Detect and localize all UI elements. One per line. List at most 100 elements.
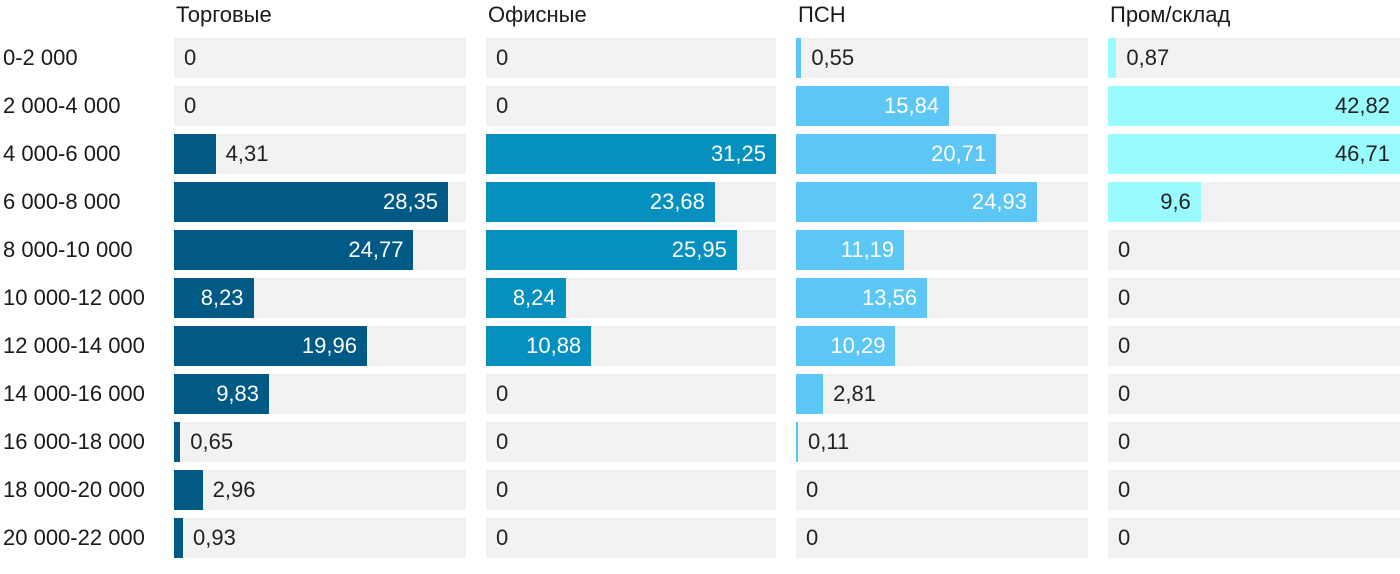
bar	[486, 326, 592, 366]
bar-track: 2,81	[796, 374, 1088, 414]
data-label: 0	[496, 45, 509, 70]
data-label: 0,65	[190, 429, 234, 454]
bar-track: 0	[486, 38, 776, 78]
data-label: 2,96	[212, 477, 256, 502]
row-label: 2 000-4 000	[3, 93, 121, 118]
data-label: 24,77	[348, 237, 404, 262]
bar-track: 0,93	[174, 518, 466, 558]
bar-track: 0,65	[174, 422, 466, 462]
bar-track: 0	[174, 86, 466, 126]
bar-track: 0	[486, 470, 776, 510]
bar-track: 9,6	[1108, 182, 1400, 222]
panel-title: Пром/склад	[1110, 2, 1231, 27]
bar	[1108, 38, 1117, 78]
data-label: 9,83	[216, 381, 260, 406]
row-label: 4 000-6 000	[3, 141, 121, 166]
bar	[1108, 86, 1400, 126]
bar-track: 0	[796, 518, 1088, 558]
data-label: 0	[496, 93, 509, 118]
bar	[796, 182, 1037, 222]
bar	[486, 182, 715, 222]
bar-track: 0	[796, 470, 1088, 510]
data-label: 0,87	[1126, 45, 1170, 70]
data-label: 2,81	[833, 381, 876, 406]
panel-title: ПСН	[798, 2, 846, 27]
bar-track: 15,84	[796, 86, 1088, 126]
data-label: 31,25	[710, 141, 766, 166]
row-label: 12 000-14 000	[3, 333, 145, 358]
data-label: 11,19	[840, 237, 895, 262]
data-label: 10,88	[526, 333, 582, 358]
bar	[174, 374, 270, 414]
bar-track: 19,96	[174, 326, 466, 366]
data-label: 28,35	[382, 189, 439, 214]
bar	[796, 86, 950, 126]
data-label: 25,95	[671, 237, 727, 262]
data-label: 0	[1118, 285, 1131, 310]
bar	[796, 38, 802, 78]
bar	[174, 134, 216, 174]
bar-track: 0	[174, 38, 466, 78]
bar	[174, 326, 367, 366]
row-label: 16 000-18 000	[3, 429, 145, 454]
bar-track: 0,55	[796, 38, 1088, 78]
row-label: 6 000-8 000	[3, 189, 121, 214]
bar-track: 0	[1108, 422, 1400, 462]
bar-track: 42,82	[1108, 86, 1400, 126]
bar-track: 8,24	[486, 278, 776, 318]
bar	[796, 374, 824, 414]
bar-track: 0	[486, 422, 776, 462]
data-label: 46,71	[1334, 141, 1390, 166]
bar	[796, 134, 997, 174]
data-label: 9,6	[1160, 189, 1191, 214]
bar	[486, 230, 737, 270]
bar-track: 0	[1108, 278, 1400, 318]
data-label: 0	[1118, 525, 1131, 550]
bar-track: 28,35	[174, 182, 466, 222]
data-label: 42,82	[1334, 93, 1390, 118]
bar-track: 46,71	[1108, 134, 1400, 174]
data-label: 0	[1118, 429, 1131, 454]
data-label: 0	[1118, 381, 1131, 406]
bar	[174, 182, 449, 222]
data-label: 0	[496, 429, 509, 454]
data-label: 8,23	[200, 285, 244, 310]
data-label: 8,24	[512, 285, 556, 310]
data-label: 0	[184, 93, 197, 118]
panel-title: Торговые	[176, 2, 272, 27]
row-label: 0-2 000	[3, 45, 78, 70]
bar-track: 0	[486, 518, 776, 558]
data-label: 0	[806, 477, 819, 502]
row-label: 8 000-10 000	[3, 237, 133, 262]
bar-track: 23,68	[486, 182, 776, 222]
bar	[796, 230, 905, 270]
bar-track: 8,23	[174, 278, 466, 318]
bar	[174, 278, 254, 318]
data-label: 0	[496, 477, 509, 502]
bar-track: 25,95	[486, 230, 776, 270]
row-label: 14 000-16 000	[3, 381, 145, 406]
bar	[486, 278, 566, 318]
data-label: 0	[806, 525, 819, 550]
bar-track: 0	[1108, 374, 1400, 414]
data-label: 0	[496, 525, 509, 550]
bar	[174, 470, 203, 510]
bar-track: 13,56	[796, 278, 1088, 318]
bar	[486, 134, 776, 174]
data-label: 0	[1118, 333, 1131, 358]
bar-track: 0,11	[796, 422, 1088, 462]
row-label: 20 000-22 000	[3, 525, 145, 550]
data-label: 0	[184, 45, 197, 70]
data-label: 0,11	[808, 429, 850, 454]
bar-track: 11,19	[796, 230, 1088, 270]
bar-track: 0,87	[1108, 38, 1400, 78]
data-label: 13,56	[862, 285, 918, 310]
data-label: 0,93	[192, 525, 236, 550]
bar-track: 2,96	[174, 470, 466, 510]
bar	[796, 422, 798, 462]
data-label: 23,68	[649, 189, 705, 214]
bar-track: 20,71	[796, 134, 1088, 174]
data-label: 0,55	[811, 45, 855, 70]
bar-track: 0	[1108, 470, 1400, 510]
